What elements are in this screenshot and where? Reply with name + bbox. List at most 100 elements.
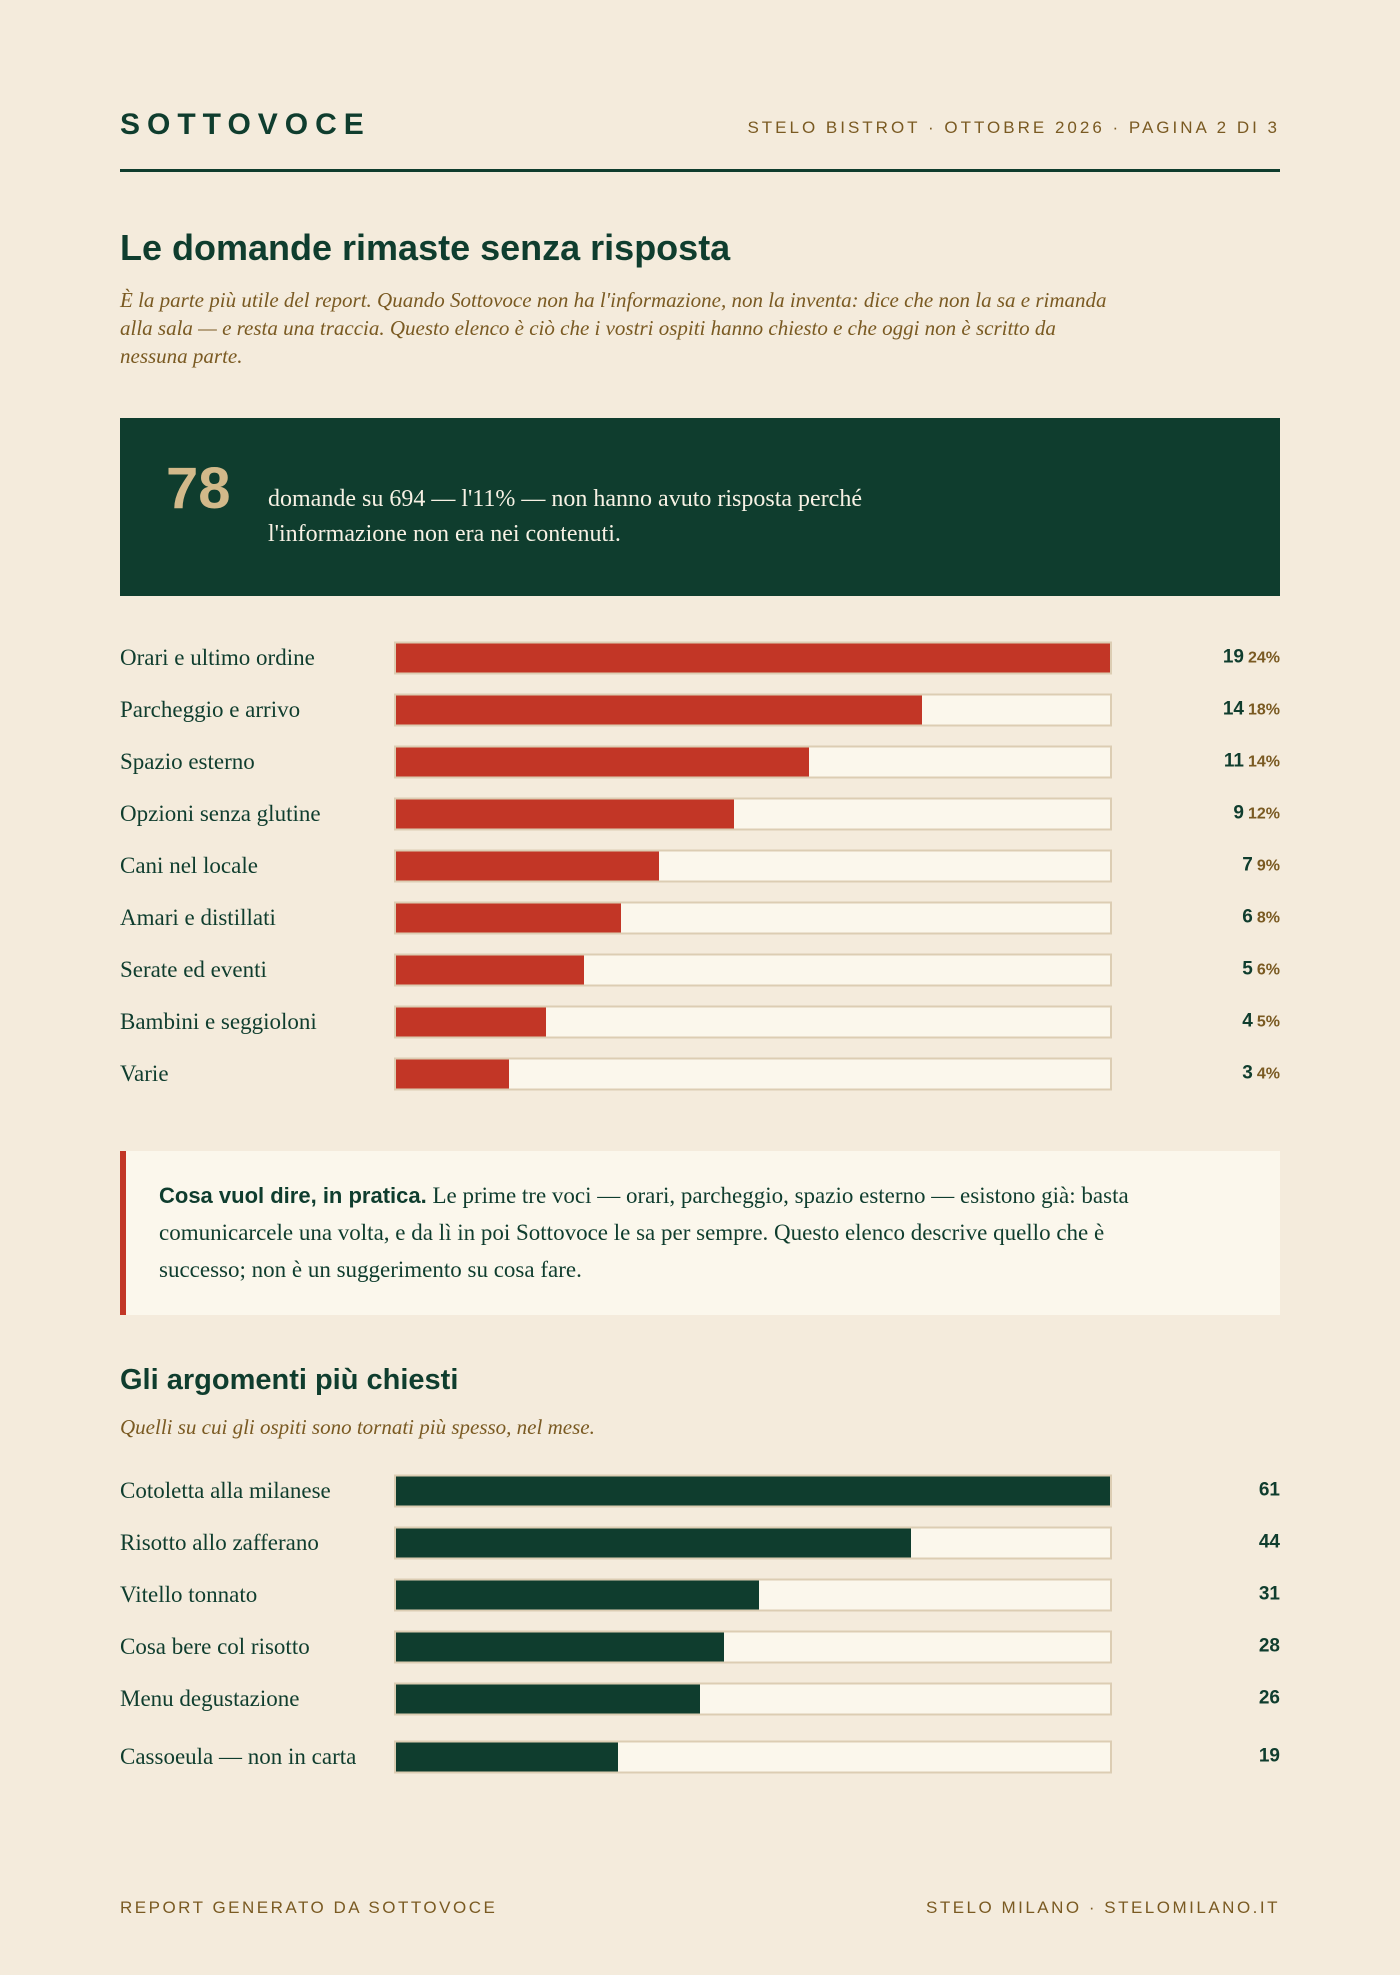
- bar-fill: [396, 1059, 509, 1089]
- bar-fill: [396, 903, 622, 933]
- unanswered-row: Varie 3 4%: [120, 1048, 1280, 1100]
- bar-count: 4: [1242, 1010, 1253, 1032]
- bar-count: 19: [1222, 646, 1244, 668]
- bar-track: [394, 1526, 1112, 1560]
- section-intro-topics: Quelli su cui gli ospiti sono tornati pi…: [120, 1415, 595, 1439]
- bar-track: [394, 693, 1112, 727]
- bar-percent: 6%: [1256, 961, 1280, 979]
- footer-generated-by: REPORT GENERATO DA SOTTOVOCE: [120, 1898, 498, 1917]
- bar-count: 44: [1258, 1531, 1280, 1553]
- bar-fill: [396, 1476, 1110, 1506]
- stat-number: 78: [166, 456, 231, 521]
- bar-percent: 12%: [1247, 805, 1280, 823]
- bar-percent: 5%: [1256, 1013, 1280, 1031]
- bar-count: 28: [1258, 1635, 1280, 1657]
- bar-count: 61: [1258, 1479, 1280, 1501]
- bar-fill: [396, 1007, 547, 1037]
- bar-fill: [396, 799, 735, 829]
- unanswered-row: Opzioni senza glutine 9 12%: [120, 788, 1280, 840]
- bar-fill: [396, 695, 923, 725]
- bar-percent: 8%: [1256, 909, 1280, 927]
- bar-fill: [396, 1580, 759, 1610]
- insight-callout: Cosa vuol dire, in pratica. Le prime tre…: [120, 1151, 1280, 1315]
- bar-count: 11: [1223, 750, 1244, 772]
- bar-value: 19 24%: [1223, 647, 1280, 670]
- bar-track: [394, 1740, 1112, 1773]
- bar-count: 3: [1242, 1062, 1253, 1084]
- bar-percent: 9%: [1256, 857, 1280, 875]
- bar-fill: [396, 643, 1110, 673]
- section-intro-unanswered: È la parte più utile del report. Quando …: [120, 288, 1107, 368]
- bar-fill: [396, 851, 660, 881]
- bar-label: Cassoeula — non in carta: [120, 1743, 357, 1769]
- bar-label: Bambini e seggioloni: [120, 1009, 317, 1034]
- bar-fill: [396, 747, 810, 777]
- unanswered-row: Parcheggio e arrivo 14 18%: [120, 684, 1280, 736]
- bar-label: Opzioni senza glutine: [120, 801, 321, 826]
- bar-label: Cotoletta alla milanese: [120, 1478, 331, 1503]
- bar-count: 14: [1222, 698, 1244, 720]
- bar-label: Parcheggio e arrivo: [120, 697, 301, 722]
- bar-value: 44: [1259, 1532, 1280, 1555]
- bar-track: [394, 1682, 1112, 1716]
- bar-track: [394, 849, 1112, 883]
- bar-fill: [396, 955, 584, 985]
- bar-label: Vitello tonnato: [120, 1582, 258, 1607]
- bar-value: 4 5%: [1242, 1011, 1280, 1034]
- callout-text: Le prime tre voci — orari, parcheggio, s…: [159, 1183, 1129, 1282]
- bar-count: 6: [1242, 906, 1253, 928]
- bar-track: [394, 1005, 1112, 1039]
- bar-value: 31: [1259, 1584, 1280, 1607]
- bar-count: 26: [1258, 1687, 1280, 1709]
- bar-value: 26: [1259, 1688, 1280, 1711]
- bar-fill: [396, 1632, 724, 1662]
- bar-value: 28: [1259, 1636, 1280, 1659]
- bar-value: 7 9%: [1242, 855, 1280, 878]
- topic-row: Cotoletta alla milanese 61: [120, 1465, 1280, 1517]
- callout-lead: Cosa vuol dire, in pratica.: [159, 1183, 427, 1208]
- bar-value: 61: [1259, 1480, 1280, 1503]
- stat-box: 78 domande su 694 — l'11% — non hanno av…: [120, 418, 1280, 596]
- bar-value: 5 6%: [1242, 959, 1280, 982]
- bar-value: 6 8%: [1242, 907, 1280, 930]
- stat-text: domande su 694 — l'11% — non hanno avuto…: [268, 486, 862, 547]
- bar-label: Orari e ultimo ordine: [120, 645, 315, 670]
- unanswered-bar-list: Orari e ultimo ordine 19 24% Parcheggio e…: [120, 632, 1280, 1100]
- page-header: SOTTOVOCE STELO BISTROT · OTTOBRE 2026 ·…: [120, 108, 1280, 172]
- section-title-topics: Gli argomenti più chiesti: [120, 1364, 459, 1396]
- bar-fill: [396, 1684, 701, 1714]
- bar-value: 11 14%: [1224, 751, 1280, 774]
- bar-percent: 14%: [1247, 753, 1280, 771]
- topic-row: Cosa bere col risotto 28: [120, 1621, 1280, 1673]
- bar-label: Serate ed eventi: [120, 957, 267, 982]
- report-page: SOTTOVOCE STELO BISTROT · OTTOBRE 2026 ·…: [120, 0, 1280, 1975]
- bar-label: Varie: [120, 1061, 169, 1086]
- bar-fill: [396, 1528, 912, 1558]
- footer-website: STELO MILANO · STELOMILANO.IT: [926, 1898, 1280, 1917]
- bar-label: Cani nel locale: [120, 853, 258, 878]
- unanswered-row: Spazio esterno 11 14%: [120, 736, 1280, 788]
- bar-track: [394, 1578, 1112, 1612]
- section-title-unanswered: Le domande rimaste senza risposta: [120, 227, 731, 268]
- bar-value: 14 18%: [1223, 699, 1280, 722]
- unanswered-row: Amari e distillati 6 8%: [120, 892, 1280, 944]
- bar-track: [394, 953, 1112, 987]
- bar-track: [394, 641, 1112, 675]
- bar-value: 19: [1259, 1745, 1280, 1768]
- bar-count: 31: [1258, 1583, 1280, 1605]
- bar-count: 19: [1258, 1745, 1280, 1766]
- bar-track: [394, 901, 1112, 935]
- bar-percent: 24%: [1247, 649, 1280, 667]
- topic-row: Menu degustazione 26: [120, 1673, 1280, 1725]
- bar-percent: 4%: [1256, 1065, 1280, 1083]
- bar-track: [394, 1630, 1112, 1664]
- bar-track: [394, 1474, 1112, 1508]
- bar-value: 3 4%: [1242, 1063, 1280, 1086]
- topic-row: Cassoeula — non in carta 19: [120, 1725, 1280, 1788]
- bar-count: 5: [1242, 958, 1253, 980]
- bar-track: [394, 797, 1112, 831]
- bar-fill: [396, 1742, 619, 1771]
- unanswered-row: Bambini e seggioloni 4 5%: [120, 996, 1280, 1048]
- bar-label: Amari e distillati: [120, 905, 276, 930]
- unanswered-row: Serate ed eventi 5 6%: [120, 944, 1280, 996]
